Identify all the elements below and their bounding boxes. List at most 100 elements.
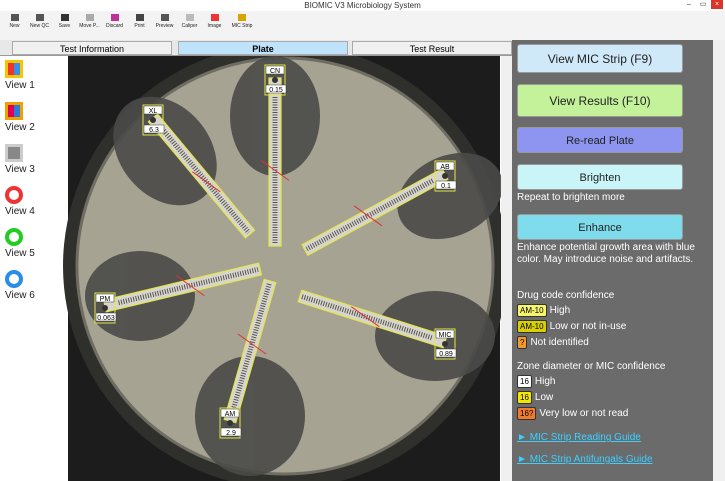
toolbar-button[interactable]: Discard: [102, 11, 127, 40]
legend-badge: 16: [517, 391, 532, 404]
tab[interactable]: Test Information: [12, 41, 172, 55]
legend-text: Low: [535, 392, 553, 403]
toolbar-button[interactable]: Print: [127, 11, 152, 40]
view-button[interactable]: View 5: [5, 228, 45, 259]
tab[interactable]: Plate: [178, 41, 348, 55]
view-results-button[interactable]: View Results (F10): [517, 84, 683, 117]
legend-row: AM-10Low or not in-use: [517, 320, 626, 333]
view-mic-strip-button[interactable]: View MIC Strip (F9): [517, 44, 683, 73]
window-controls: –▭×: [683, 0, 723, 10]
view-label: View 1: [5, 80, 35, 91]
view-icon: [5, 186, 23, 204]
close[interactable]: ×: [711, 0, 723, 9]
toolbar-icon: [86, 14, 94, 21]
toolbar-icon: [61, 14, 69, 21]
view-icon: [5, 102, 23, 120]
strip-dot: [102, 305, 108, 311]
view-icon: [5, 228, 23, 246]
toolbar-label: New: [9, 23, 19, 29]
toolbar-label: MIC Strip: [232, 23, 253, 29]
zone-heading: Zone diameter or MIC confidence: [517, 361, 697, 373]
toolbar-label: New QC: [30, 23, 49, 29]
tab[interactable]: Test Result: [352, 41, 512, 55]
toolbar-label: Discard: [106, 23, 123, 29]
legend-row: AM-10High: [517, 304, 570, 317]
view-sidebar: View 1 View 2 View 3 View 4 View 5 View 6: [0, 56, 56, 481]
link-text[interactable]: MIC Strip Reading Guide: [530, 432, 641, 443]
toolbar: New New QC Save Move P... Discard Print Previe…: [0, 11, 725, 40]
tab-bar: Test Information Plate Test Result: [0, 40, 512, 56]
strip-code: MIC: [439, 332, 452, 339]
legend-badge: 16?: [517, 407, 536, 420]
toolbar-label: Save: [59, 23, 70, 29]
toolbar-label: Move P...: [79, 23, 99, 29]
strip-code: AM: [225, 411, 236, 418]
strip-value: 6.3: [149, 127, 159, 134]
strip-code: CN: [270, 68, 280, 75]
brighten-button[interactable]: Brighten: [517, 164, 683, 190]
toolbar-label: Print: [134, 23, 144, 29]
legend-badge: AM-10: [517, 320, 547, 333]
strip-value: 0.1: [441, 183, 451, 190]
view-button[interactable]: View 2: [5, 102, 45, 133]
legend-text: Low or not in-use: [550, 321, 627, 332]
minimize[interactable]: –: [683, 0, 695, 9]
toolbar-button[interactable]: Image: [202, 11, 227, 40]
view-button[interactable]: View 3: [5, 144, 45, 175]
toolbar-icon: [136, 14, 144, 21]
drug-heading: Drug code confidence: [517, 290, 697, 302]
view-button[interactable]: View 1: [5, 60, 45, 91]
strip-code: XL: [149, 108, 158, 115]
strip-value: 0.15: [269, 87, 283, 94]
legend-row: 16?Very low or not read: [517, 407, 628, 420]
strip-dot: [150, 117, 156, 123]
legend-badge: 16: [517, 375, 532, 388]
toolbar-button[interactable]: Save: [52, 11, 77, 40]
title-bar: BIOMIC V3 Microbiology System –▭×: [0, 0, 725, 11]
link[interactable]: ► MIC Strip Reading Guide: [517, 432, 641, 443]
legend-text: High: [535, 376, 556, 387]
toolbar-label: Caliper: [182, 23, 198, 29]
enhance-button[interactable]: Enhance: [517, 214, 683, 240]
view-label: View 4: [5, 206, 35, 217]
maximize[interactable]: ▭: [697, 0, 709, 9]
strip-dot: [442, 173, 448, 179]
strip-value: 2.9: [226, 430, 236, 437]
toolbar-button[interactable]: Preview: [152, 11, 177, 40]
toolbar-button[interactable]: New: [2, 11, 27, 40]
toolbar-button[interactable]: New QC: [27, 11, 52, 40]
side-panel: View MIC Strip (F9) View Results (F10) R…: [512, 40, 713, 481]
legend-row: ?Not identified: [517, 336, 589, 349]
toolbar-button[interactable]: Move P...: [77, 11, 102, 40]
link[interactable]: ► MIC Strip Antifungals Guide: [517, 454, 653, 465]
reread-button[interactable]: Re-read Plate: [517, 127, 683, 153]
strip-value: 0.063: [97, 315, 115, 322]
legend-text: High: [550, 305, 571, 316]
view-icon: [5, 144, 23, 162]
view-button[interactable]: View 4: [5, 186, 45, 217]
view-label: View 3: [5, 164, 35, 175]
brighten-note: Repeat to brighten more: [517, 192, 697, 204]
toolbar-icon: [36, 14, 44, 21]
scrollbar[interactable]: [713, 40, 725, 481]
toolbar-icon: [111, 14, 119, 21]
strip-dot: [272, 77, 278, 83]
toolbar-button[interactable]: MIC Strip: [227, 11, 257, 40]
view-label: View 2: [5, 122, 35, 133]
strip-value: 0.89: [439, 351, 453, 358]
view-button[interactable]: View 6: [5, 270, 45, 301]
toolbar-icon: [161, 14, 169, 21]
link-text[interactable]: MIC Strip Antifungals Guide: [530, 454, 653, 465]
toolbar-icon: [11, 14, 19, 21]
toolbar-button[interactable]: Caliper: [177, 11, 202, 40]
strip-code: PM: [100, 296, 111, 303]
toolbar-label: Preview: [156, 23, 174, 29]
toolbar-icon: [211, 14, 219, 21]
legend-badge: AM-10: [517, 304, 547, 317]
legend-text: Not identified: [530, 337, 588, 348]
scrollbar[interactable]: [501, 56, 512, 481]
strip-dot: [227, 420, 233, 426]
